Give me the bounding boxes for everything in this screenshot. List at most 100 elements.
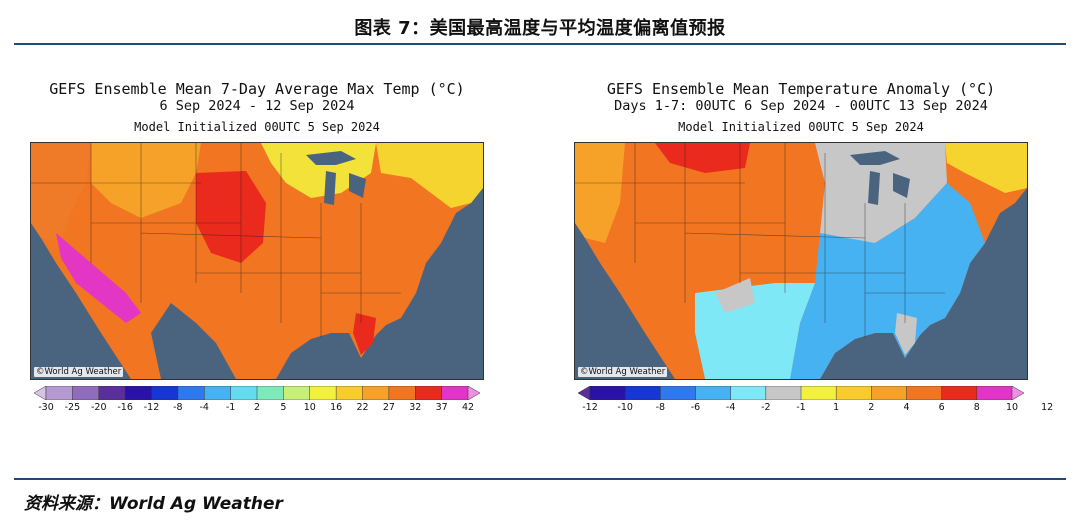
region-northeast <box>376 143 483 208</box>
figure-title: 图表 7：美国最高温度与平均温度偏离值预报 <box>354 18 726 39</box>
anomaly-map: ©World Ag Weather <box>574 142 1028 380</box>
region-northern-plains <box>655 143 750 173</box>
lake-superior <box>306 151 356 165</box>
colorbar-tick-label: -1 <box>796 402 806 413</box>
lake-huron <box>893 173 910 198</box>
panel-title: GEFS Ensemble Mean Temperature Anomaly (… <box>606 80 996 98</box>
colorbar-svg <box>34 386 480 400</box>
colorbar-tick-label: -12 <box>582 402 598 413</box>
colorbar-swatch <box>695 386 732 400</box>
colorbar-swatch <box>1011 386 1024 400</box>
colorbar-tick-label: 10 <box>1005 402 1019 413</box>
colorbar-tick-label: 2 <box>868 402 875 413</box>
panel-init: Model Initialized 00UTC 5 Sep 2024 <box>134 120 380 134</box>
state-borders <box>575 143 945 338</box>
colorbar-swatch <box>941 386 978 400</box>
region-west-coast <box>31 143 91 243</box>
anomaly-panel: GEFS Ensemble Mean Temperature Anomaly (… <box>574 76 1053 416</box>
region-west-coast <box>575 143 625 243</box>
colorbar-swatch <box>441 386 469 400</box>
colorbar-swatch <box>800 386 837 400</box>
colorbar-swatch <box>906 386 943 400</box>
panel-title: GEFS Ensemble Mean 7-Day Average Max Tem… <box>49 80 465 98</box>
colorbar-swatch <box>151 386 179 400</box>
region-northeast <box>945 143 1027 193</box>
colorbar-tick-label: 8 <box>973 402 980 413</box>
region-florida <box>353 313 376 355</box>
colorbar-swatch <box>124 386 153 400</box>
colorbar-swatch <box>362 386 390 400</box>
panel-subtitle: 6 Sep 2024 - 12 Sep 2024 <box>159 98 355 114</box>
colorbar-svg <box>578 386 1024 400</box>
colorbar-tick-label: -25 <box>64 402 81 413</box>
colorbar-tick-label: -30 <box>38 402 54 413</box>
top-divider <box>14 43 1066 45</box>
lake-superior <box>850 151 900 165</box>
colorbar <box>34 386 480 400</box>
colorbar-tick-label: 32 <box>409 402 422 413</box>
colorbar-swatch <box>45 386 74 400</box>
colorbar-tick-label: -8 <box>655 402 666 413</box>
colorbar-tick-label: -1 <box>225 402 236 413</box>
colorbar-swatch <box>624 386 662 400</box>
colorbar-ticks: -30 -25 -20 -16 -12 -8 -4 -1 2 5 10 16 22 27 32 37 42 <box>30 402 484 414</box>
map-credit: ©World Ag Weather <box>34 367 124 377</box>
colorbar-swatch <box>578 386 591 400</box>
colorbar-swatch <box>72 386 100 400</box>
colorbar-swatch <box>230 386 258 400</box>
colorbar-tick-label: -2 <box>761 402 771 413</box>
colorbar-tick-label: 22 <box>356 402 369 413</box>
colorbar-swatch <box>388 386 416 400</box>
region-southeast <box>790 183 985 379</box>
state-borders <box>31 143 401 338</box>
colorbar-tick-label: -10 <box>617 402 633 413</box>
colorbar-swatch <box>177 386 205 400</box>
colorbar-tick-label: 5 <box>280 402 287 413</box>
panel-init: Model Initialized 00UTC 5 Sep 2024 <box>678 120 924 134</box>
region-northern-plains <box>91 143 201 218</box>
colorbar-tick-label: -16 <box>117 402 133 413</box>
colorbar-swatch <box>415 386 443 400</box>
colorbar <box>578 386 1024 400</box>
region-central-plains <box>196 171 266 263</box>
colorbar-swatch <box>309 386 337 400</box>
map-svg <box>575 143 1027 379</box>
colorbar-swatch <box>256 386 285 400</box>
colorbar-swatch <box>765 386 802 400</box>
colorbar-tick-label: 16 <box>330 402 343 413</box>
colorbar-tick-label: 2 <box>253 402 261 413</box>
colorbar-tick-label: 10 <box>303 402 316 413</box>
colorbar-tick-label: 1 <box>833 402 840 413</box>
colorbar-swatch <box>730 386 767 400</box>
colorbar-tick-label: -12 <box>143 402 160 413</box>
lake-michigan <box>324 171 336 205</box>
colorbar-swatch <box>871 386 908 400</box>
colorbar-swatch <box>335 386 364 400</box>
colorbar-tick-label: 27 <box>382 402 395 413</box>
panel-subtitle: Days 1-7: 00UTC 6 Sep 2024 - 00UTC 13 Se… <box>614 98 988 114</box>
lake-huron <box>349 173 366 198</box>
colorbar-tick-label: -4 <box>199 402 209 413</box>
colorbar-tick-label: 4 <box>903 402 910 413</box>
colorbar-swatch <box>835 386 873 400</box>
max-temp-map: ©World Ag Weather <box>30 142 484 380</box>
colorbar-swatch <box>98 386 126 400</box>
colorbar-swatch <box>976 386 1013 400</box>
colorbar-swatch <box>204 386 232 400</box>
colorbar-tick-label: -8 <box>173 402 183 413</box>
region-florida <box>895 313 917 355</box>
region-desert-southwest <box>56 233 141 323</box>
max-temp-panel: GEFS Ensemble Mean 7-Day Average Max Tem… <box>30 76 484 416</box>
map-credit: ©World Ag Weather <box>578 367 668 377</box>
colorbar-swatch <box>283 386 311 400</box>
colorbar-swatch <box>467 386 480 400</box>
colorbar-tick-label: 6 <box>938 402 945 413</box>
colorbar-tick-label: -4 <box>725 402 736 413</box>
colorbar-swatch <box>34 386 47 400</box>
colorbar-tick-label: 37 <box>435 402 448 413</box>
lake-michigan <box>868 171 880 205</box>
map-svg <box>31 143 483 379</box>
source-note: 资料来源：World Ag Weather <box>24 494 283 514</box>
colorbar-ticks: -12 -10 -8 -6 -4 -2 -1 1 2 4 6 8 10 12 <box>574 402 1053 414</box>
region-mexico-gray <box>715 278 755 313</box>
